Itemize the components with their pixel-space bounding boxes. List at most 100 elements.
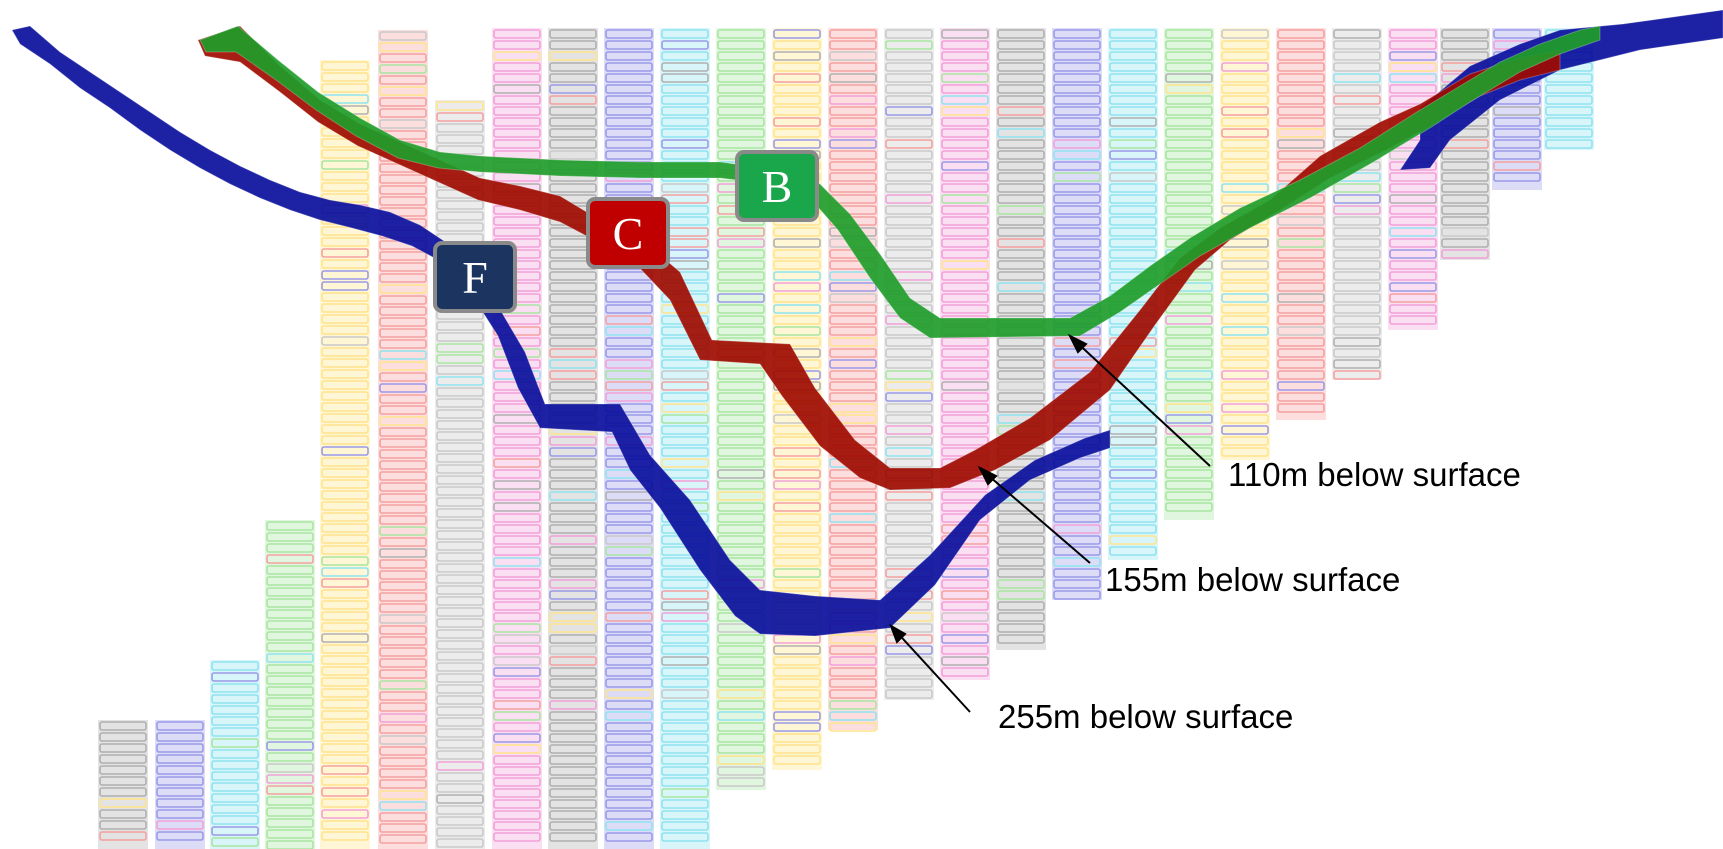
model-block — [266, 598, 314, 608]
model-block — [717, 84, 765, 94]
model-block — [493, 546, 541, 556]
block-column — [435, 100, 485, 849]
model-block — [1333, 315, 1381, 325]
model-block — [941, 425, 989, 435]
model-block — [997, 634, 1045, 644]
model-block — [1053, 205, 1101, 215]
model-block — [1109, 84, 1157, 94]
model-block — [773, 128, 821, 138]
model-block — [493, 590, 541, 600]
model-block — [493, 634, 541, 644]
model-block — [493, 139, 541, 149]
model-block — [773, 227, 821, 237]
model-block — [1333, 29, 1381, 39]
model-block — [1221, 293, 1269, 303]
model-block — [321, 369, 369, 379]
model-block — [717, 469, 765, 479]
model-block — [661, 810, 709, 820]
model-block — [661, 458, 709, 468]
model-block — [773, 755, 821, 765]
model-block — [1277, 73, 1325, 83]
model-block — [1277, 359, 1325, 369]
model-block — [661, 150, 709, 160]
model-block — [1333, 370, 1381, 380]
model-block — [549, 711, 597, 721]
model-block — [1053, 557, 1101, 567]
model-block — [605, 744, 653, 754]
model-block — [1109, 205, 1157, 215]
model-block — [1277, 271, 1325, 281]
model-block — [829, 491, 877, 501]
model-block — [1333, 216, 1381, 226]
model-block — [1389, 304, 1437, 314]
model-block — [1165, 183, 1213, 193]
model-block — [436, 497, 484, 507]
model-block — [1333, 238, 1381, 248]
model-block — [549, 645, 597, 655]
model-block — [885, 524, 933, 534]
model-block — [436, 816, 484, 826]
model-block — [493, 689, 541, 699]
model-block — [493, 799, 541, 809]
model-block — [885, 381, 933, 391]
model-block — [1221, 304, 1269, 314]
model-block — [1277, 106, 1325, 116]
model-block — [1053, 282, 1101, 292]
model-block — [321, 336, 369, 346]
model-block — [379, 493, 427, 503]
model-block — [321, 347, 369, 357]
model-block — [266, 664, 314, 674]
model-block — [549, 282, 597, 292]
model-block — [549, 84, 597, 94]
model-block — [321, 61, 369, 71]
model-block — [1389, 51, 1437, 61]
model-block — [1545, 128, 1593, 138]
model-block — [549, 667, 597, 677]
model-block — [436, 585, 484, 595]
model-block — [549, 623, 597, 633]
model-block — [717, 689, 765, 699]
model-block — [379, 460, 427, 470]
model-block — [1053, 84, 1101, 94]
model-block — [1165, 348, 1213, 358]
model-block — [829, 634, 877, 644]
model-block — [379, 504, 427, 514]
model-block — [321, 611, 369, 621]
model-block — [549, 348, 597, 358]
model-block — [1053, 535, 1101, 545]
model-block — [1221, 403, 1269, 413]
model-block — [1165, 414, 1213, 424]
model-block — [941, 414, 989, 424]
model-block — [321, 325, 369, 335]
model-block — [1165, 425, 1213, 435]
arrow-155m — [981, 469, 1091, 564]
model-block — [605, 722, 653, 732]
model-block — [321, 468, 369, 478]
model-block — [436, 453, 484, 463]
model-block — [436, 442, 484, 452]
model-block — [829, 370, 877, 380]
model-block — [1441, 172, 1489, 182]
arrow-155m-head — [977, 465, 998, 486]
model-block — [605, 315, 653, 325]
model-block — [1277, 293, 1325, 303]
model-block — [941, 392, 989, 402]
model-block — [1109, 117, 1157, 127]
model-block — [1221, 84, 1269, 94]
model-block — [436, 508, 484, 518]
model-block — [436, 783, 484, 793]
model-block — [661, 777, 709, 787]
model-block — [717, 502, 765, 512]
model-block — [773, 271, 821, 281]
model-block — [436, 431, 484, 441]
model-block — [436, 706, 484, 716]
model-block — [1389, 84, 1437, 94]
model-block — [379, 350, 427, 360]
model-block — [321, 534, 369, 544]
model-block — [1221, 51, 1269, 61]
model-block — [436, 123, 484, 133]
model-block — [997, 216, 1045, 226]
model-block — [379, 471, 427, 481]
model-block — [1165, 381, 1213, 391]
model-block — [941, 656, 989, 666]
